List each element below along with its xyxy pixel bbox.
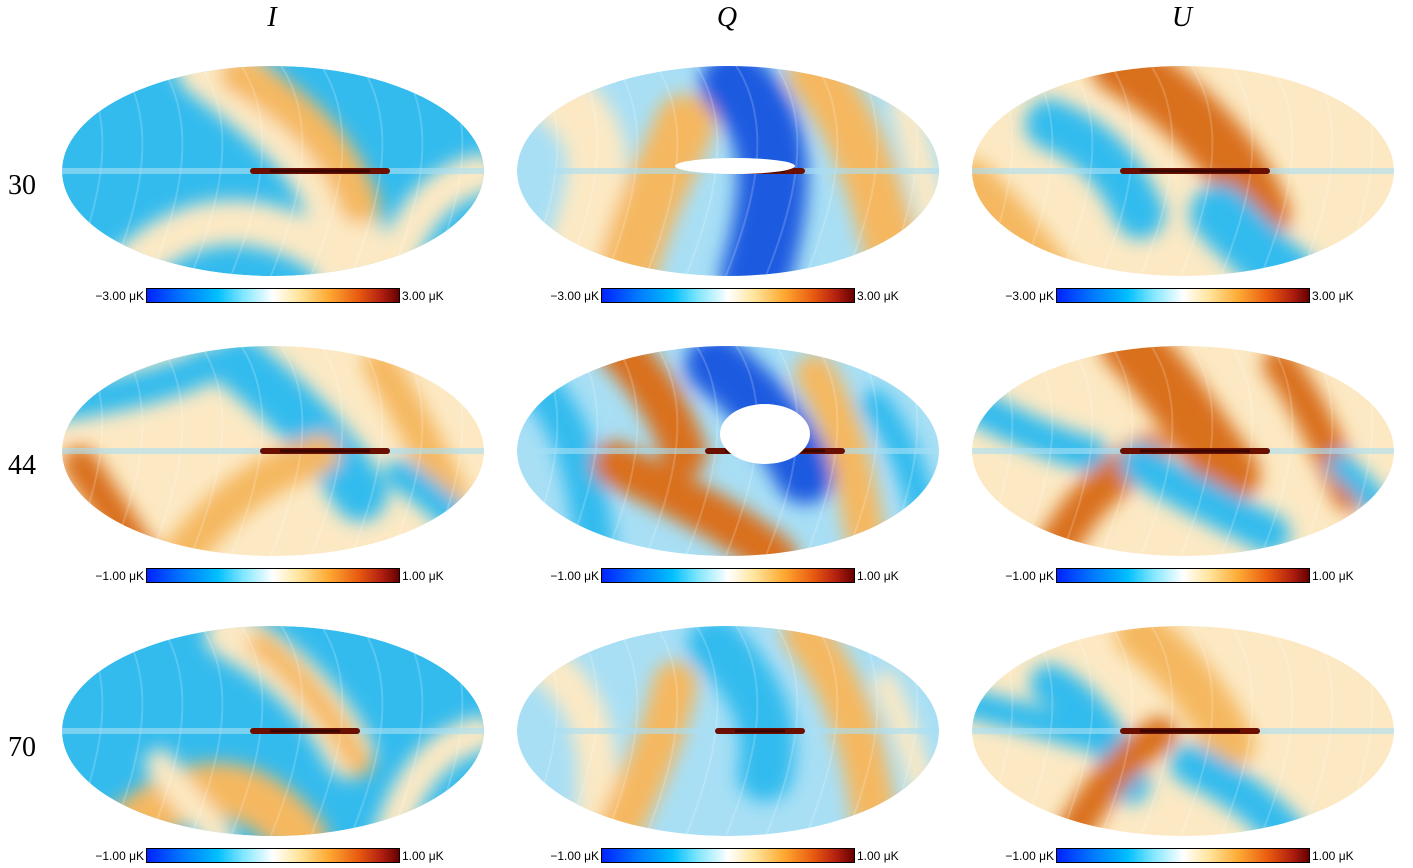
sky-map-30-i [62,66,484,276]
colorbar-max-label: 1.00 μK [402,568,444,583]
colorbar-30-i: −3.00 μK 3.00 μK [66,288,444,303]
colorbar-min-label: −3.00 μK [550,288,599,303]
colorbar-gradient [146,848,400,863]
colorbar-min-label: −1.00 μK [1005,568,1054,583]
row-label-44: 44 [8,450,36,481]
column-header-q: Q [716,2,738,33]
colorbar-max-label: 1.00 μK [857,568,899,583]
colorbar-70-q: −1.00 μK 1.00 μK [521,848,899,863]
colorbar-gradient [601,568,855,583]
sky-map-70-q [517,626,939,836]
colorbar-max-label: 3.00 μK [402,288,444,303]
colorbar-gradient [1056,288,1310,303]
sky-map-30-u [972,66,1394,276]
colorbar-gradient [146,568,400,583]
colorbar-70-u: −1.00 μK 1.00 μK [976,848,1354,863]
colorbar-30-u: −3.00 μK 3.00 μK [976,288,1354,303]
row-label-70: 70 [8,732,36,763]
colorbar-max-label: 1.00 μK [402,848,444,863]
colorbar-min-label: −1.00 μK [550,848,599,863]
row-label-30: 30 [8,170,36,201]
colorbar-min-label: −1.00 μK [95,848,144,863]
colorbar-44-u: −1.00 μK 1.00 μK [976,568,1354,583]
colorbar-max-label: 3.00 μK [857,288,899,303]
colorbar-max-label: 1.00 μK [857,848,899,863]
colorbar-max-label: 1.00 μK [1312,568,1354,583]
sky-map-30-q [517,66,939,276]
colorbar-gradient [1056,568,1310,583]
colorbar-max-label: 1.00 μK [1312,848,1354,863]
sky-map-44-q [517,346,939,556]
colorbar-gradient [146,288,400,303]
sky-map-44-i [62,346,484,556]
colorbar-min-label: −1.00 μK [1005,848,1054,863]
colorbar-44-q: −1.00 μK 1.00 μK [521,568,899,583]
sky-map-70-i [62,626,484,836]
colorbar-30-q: −3.00 μK 3.00 μK [521,288,899,303]
colorbar-gradient [1056,848,1310,863]
colorbar-min-label: −1.00 μK [550,568,599,583]
colorbar-gradient [601,848,855,863]
column-header-i: I [267,2,277,33]
colorbar-max-label: 3.00 μK [1312,288,1354,303]
colorbar-min-label: −3.00 μK [95,288,144,303]
colorbar-min-label: −3.00 μK [1005,288,1054,303]
colorbar-44-i: −1.00 μK 1.00 μK [66,568,444,583]
colorbar-gradient [601,288,855,303]
column-header-u: U [1171,2,1193,33]
sky-map-70-u [972,626,1394,836]
colorbar-70-i: −1.00 μK 1.00 μK [66,848,444,863]
sky-map-44-u [972,346,1394,556]
colorbar-min-label: −1.00 μK [95,568,144,583]
